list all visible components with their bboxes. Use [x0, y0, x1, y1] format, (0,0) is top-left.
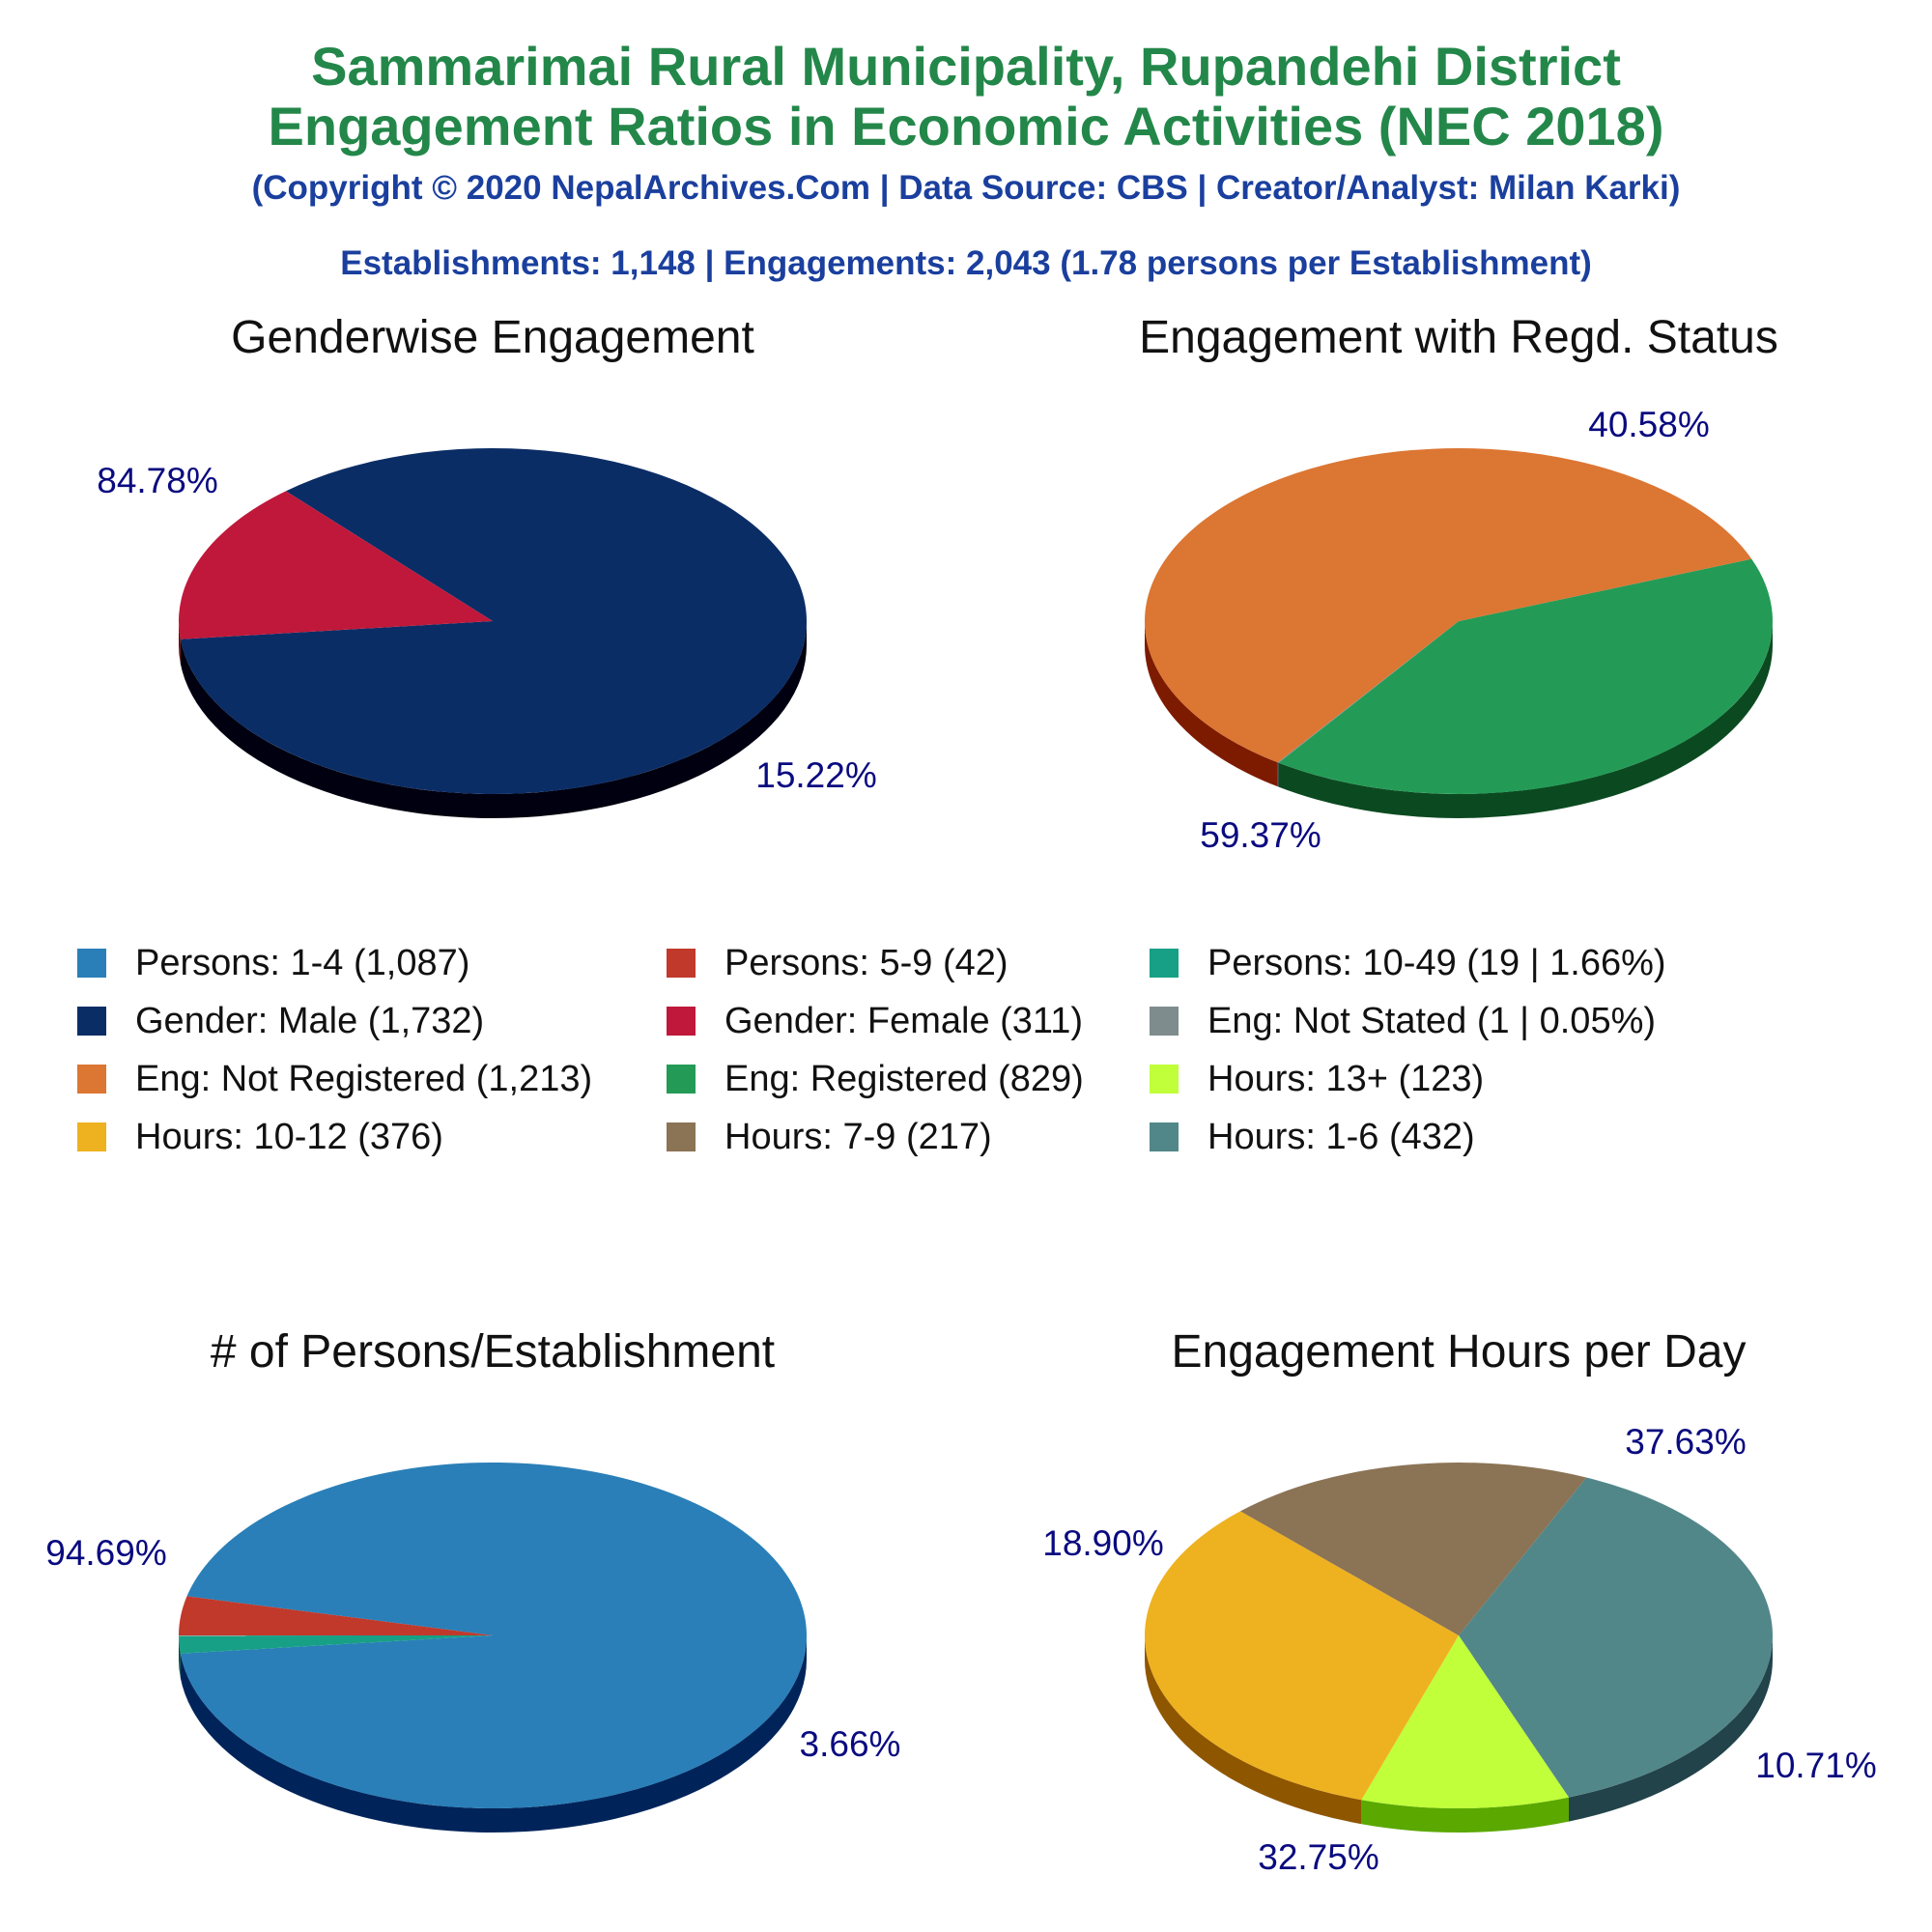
pie-percent-label: 3.66% — [800, 1724, 901, 1764]
pie-percent-label: 84.78% — [97, 461, 218, 500]
legend-label: Hours: 1-6 (432) — [1208, 1116, 1475, 1157]
legend-label: Persons: 5-9 (42) — [724, 942, 1009, 983]
pie-slice-side — [1361, 1797, 1569, 1833]
pie-title: Genderwise Engagement — [231, 312, 754, 363]
pie-title: Engagement with Regd. Status — [1139, 312, 1778, 363]
legend-label: Eng: Not Stated (1 | 0.05%) — [1208, 1000, 1657, 1041]
copyright-line: (Copyright © 2020 NepalArchives.Com | Da… — [251, 169, 1681, 207]
pie-side-group — [179, 621, 807, 818]
pie-percent-label: 37.63% — [1625, 1422, 1747, 1462]
pie-slice — [1459, 1477, 1774, 1798]
legend-label: Eng: Registered (829) — [724, 1058, 1084, 1099]
legend-item: Persons: 5-9 (42) — [667, 942, 1009, 984]
legend-item: Hours: 7-9 (217) — [667, 1116, 992, 1158]
pie-percent-label: 18.90% — [1042, 1523, 1164, 1563]
legend-swatch — [667, 949, 696, 978]
legend-label: Gender: Male (1,732) — [135, 1000, 485, 1041]
legend-item: Gender: Male (1,732) — [77, 1000, 484, 1042]
legend-item: Hours: 10-12 (376) — [77, 1116, 443, 1158]
pie-chart: Genderwise Engagement 84.78% 15.22% — [97, 312, 877, 818]
legend-item: Hours: 13+ (123) — [1150, 1058, 1484, 1100]
pie-percent-label: 94.69% — [45, 1533, 167, 1573]
legend-swatch — [77, 1007, 106, 1036]
pie-slice — [179, 1635, 493, 1654]
pie-slice — [1240, 1462, 1587, 1635]
pie-slice — [180, 1463, 807, 1808]
pie-title: Engagement Hours per Day — [1172, 1326, 1747, 1378]
pie-side-group — [179, 1635, 807, 1833]
legend-label: Eng: Not Registered (1,213) — [135, 1058, 593, 1099]
pie-slice — [179, 1596, 493, 1636]
legend-item: Eng: Registered (829) — [667, 1058, 1084, 1100]
legend-swatch — [1150, 1007, 1179, 1036]
legend-swatch — [77, 949, 106, 978]
legend-label: Hours: 13+ (123) — [1208, 1058, 1485, 1099]
legend-label: Gender: Female (311) — [724, 1000, 1084, 1041]
pie-slice — [1361, 1635, 1569, 1808]
pie-slice — [180, 447, 807, 794]
legend-item: Persons: 1-4 (1,087) — [77, 942, 469, 984]
legend-swatch — [667, 1065, 696, 1094]
legend-swatch — [77, 1122, 106, 1151]
pie-slice-side — [179, 621, 181, 664]
pie-chart: Engagement with Regd. Status 40.58% 59.37% — [1139, 312, 1778, 855]
pie-slice — [1278, 558, 1774, 794]
legend-swatch — [1150, 1122, 1179, 1151]
pie-slice-side — [1145, 1635, 1362, 1825]
pie-slice-side — [1277, 762, 1279, 787]
pie-slice — [1144, 447, 1752, 763]
chart-title-line1: Sammarimai Rural Municipality, Rupandehi… — [311, 36, 1621, 97]
pie-slice-side — [1278, 621, 1773, 818]
pie-percent-label: 40.58% — [1588, 405, 1710, 444]
pie-percent-label: 59.37% — [1200, 815, 1321, 855]
pie-slice — [179, 491, 493, 639]
legend-swatch — [1150, 1065, 1179, 1094]
legend-swatch — [667, 1007, 696, 1036]
legend-item: Gender: Female (311) — [667, 1000, 1083, 1042]
legend-label: Persons: 10-49 (19 | 1.66%) — [1208, 942, 1666, 983]
pie-side-group — [1145, 1635, 1773, 1833]
pie-slice-side — [1568, 1635, 1773, 1822]
legend-label: Persons: 1-4 (1,087) — [135, 942, 470, 983]
legend-item: Persons: 10-49 (19 | 1.66%) — [1150, 942, 1666, 984]
legend-item: Eng: Not Registered (1,213) — [77, 1058, 592, 1100]
legend-item: Eng: Not Stated (1 | 0.05%) — [1150, 1000, 1656, 1042]
chart-title-line2: Engagement Ratios in Economic Activities… — [268, 96, 1664, 156]
pie-percent-label: 32.75% — [1258, 1837, 1379, 1877]
pie-title: # of Persons/Establishment — [211, 1326, 775, 1378]
pie-chart: # of Persons/Establishment 94.69% 3.66% — [45, 1326, 900, 1833]
pie-percent-label: 15.22% — [755, 755, 877, 795]
legend-label: Hours: 7-9 (217) — [724, 1116, 992, 1157]
pie-slice-side — [1145, 621, 1278, 787]
legend-swatch — [1150, 949, 1179, 978]
summary-line: Establishments: 1,148 | Engagements: 2,0… — [340, 244, 1592, 282]
legend-swatch — [77, 1065, 106, 1094]
pie-chart: Engagement Hours per Day 37.63% 10.71% 32.7… — [1042, 1326, 1877, 1877]
pie-side-group — [1145, 621, 1773, 818]
legend-swatch — [667, 1122, 696, 1151]
legend-label: Hours: 10-12 (376) — [135, 1116, 443, 1157]
pie-slice — [1277, 621, 1459, 763]
legend-item: Hours: 1-6 (432) — [1150, 1116, 1475, 1158]
pie-slice-side — [179, 1635, 181, 1678]
pie-slice — [1145, 1511, 1459, 1801]
pie-percent-label: 10.71% — [1755, 1746, 1877, 1785]
